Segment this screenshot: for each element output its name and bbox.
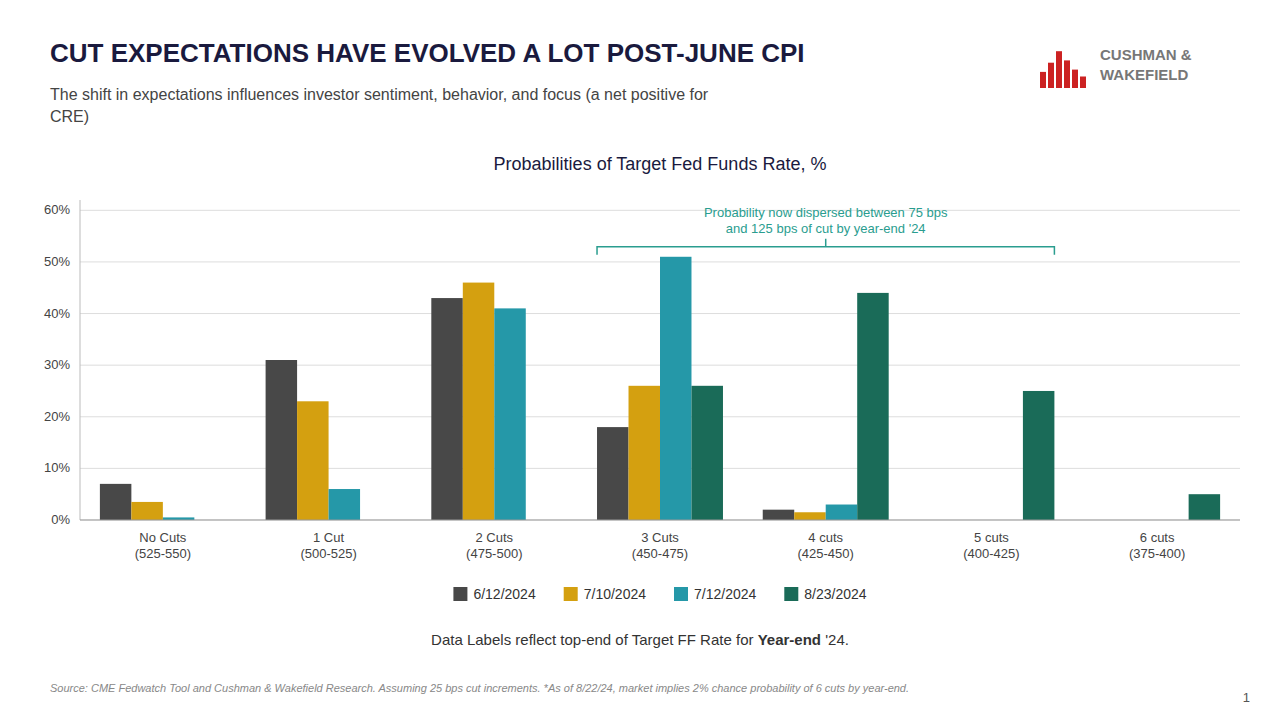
bar bbox=[494, 308, 525, 520]
note: Data Labels reflect top-end of Target FF… bbox=[431, 631, 849, 648]
text-line: No Cuts bbox=[139, 530, 186, 545]
legend-label: 6/12/2024 bbox=[473, 586, 535, 602]
x-axis-line bbox=[80, 520, 1240, 521]
text-line: WAKEFIELD bbox=[1100, 66, 1188, 83]
text-line: (525-550) bbox=[135, 546, 191, 561]
logo bbox=[1040, 51, 1086, 88]
legend: 6/12/2024 7/10/2024 7/12/2024 8/23/2024 bbox=[453, 586, 866, 602]
background bbox=[0, 0, 1280, 720]
note-part: '24. bbox=[821, 631, 849, 648]
logo-text: CUSHMAN & WAKEFIELD bbox=[1100, 46, 1192, 83]
text-line: (400-425) bbox=[963, 546, 1019, 561]
bar bbox=[763, 510, 794, 520]
bar bbox=[794, 512, 825, 520]
bar bbox=[691, 386, 722, 520]
text-line: (475-500) bbox=[466, 546, 522, 561]
bar bbox=[100, 484, 131, 520]
x-tick-label: 3 Cuts(450-475) bbox=[632, 530, 688, 561]
note-part: Year-end bbox=[758, 631, 821, 648]
x-tick-label: 6 cuts(375-400) bbox=[1129, 530, 1185, 561]
bar bbox=[329, 489, 360, 520]
logo-bar bbox=[1040, 72, 1046, 88]
note-part: Data Labels reflect top-end of Target FF… bbox=[431, 631, 758, 648]
y-tick-label: 40% bbox=[44, 306, 70, 321]
text-line: 6 cuts bbox=[1140, 530, 1175, 545]
y-axis-line bbox=[80, 200, 81, 520]
bar bbox=[597, 427, 628, 520]
bars bbox=[100, 257, 1220, 520]
chart-page: CUT EXPECTATIONS HAVE EVOLVED A LOT POST… bbox=[0, 0, 1280, 720]
grid-line bbox=[80, 520, 1240, 521]
logo-bar bbox=[1048, 63, 1054, 88]
text-line: (425-450) bbox=[798, 546, 854, 561]
x-tick-label: 5 cuts(400-425) bbox=[963, 530, 1019, 561]
page-number: 1 bbox=[1243, 690, 1250, 705]
legend-label: 7/12/2024 bbox=[694, 586, 756, 602]
bar bbox=[297, 401, 328, 520]
y-tick-label: 50% bbox=[44, 254, 70, 269]
chart-title: Probabilities of Target Fed Funds Rate, … bbox=[494, 154, 827, 174]
legend-swatch bbox=[453, 587, 467, 601]
y-tick-label: 60% bbox=[44, 202, 70, 217]
text-line: 2 Cuts bbox=[475, 530, 513, 545]
y-tick-label: 30% bbox=[44, 357, 70, 372]
x-tick-label: 2 Cuts(475-500) bbox=[466, 530, 522, 561]
text-line: 4 cuts bbox=[808, 530, 843, 545]
bar bbox=[1189, 494, 1220, 520]
y-tick-label: 10% bbox=[44, 460, 70, 475]
legend-label: 7/10/2024 bbox=[584, 586, 646, 602]
text-line: (450-475) bbox=[632, 546, 688, 561]
bar bbox=[266, 360, 297, 520]
footnote: Source: CME Fedwatch Tool and Cushman & … bbox=[50, 682, 909, 694]
text-line: (500-525) bbox=[300, 546, 356, 561]
logo-bar bbox=[1064, 60, 1070, 88]
text-line: and 125 bps of cut by year-end '24 bbox=[726, 221, 926, 236]
legend-swatch bbox=[674, 587, 688, 601]
text-line: 5 cuts bbox=[974, 530, 1009, 545]
logo-bar bbox=[1080, 77, 1086, 89]
y-tick-label: 20% bbox=[44, 409, 70, 424]
text-line: 3 Cuts bbox=[641, 530, 679, 545]
bar bbox=[463, 283, 494, 520]
text-line: Probability now dispersed between 75 bps bbox=[704, 205, 948, 220]
main-title: CUT EXPECTATIONS HAVE EVOLVED A LOT POST… bbox=[50, 38, 805, 68]
bar bbox=[1023, 391, 1054, 520]
legend-label: 8/23/2024 bbox=[804, 586, 866, 602]
bar bbox=[629, 386, 660, 520]
bar bbox=[131, 502, 162, 520]
bar bbox=[660, 257, 691, 520]
bar bbox=[826, 505, 857, 520]
subtitle: The shift in expectations influences inv… bbox=[50, 86, 709, 125]
text-line: 1 Cut bbox=[313, 530, 344, 545]
legend-swatch bbox=[564, 587, 578, 601]
text-line: CUSHMAN & bbox=[1100, 46, 1192, 63]
text-line: (375-400) bbox=[1129, 546, 1185, 561]
text-line: CRE) bbox=[50, 108, 89, 125]
bar bbox=[431, 298, 462, 520]
bar bbox=[857, 293, 888, 520]
annotation-text: Probability now dispersed between 75 bps… bbox=[704, 205, 948, 236]
y-tick-label: 0% bbox=[51, 512, 70, 527]
logo-bar bbox=[1072, 70, 1078, 88]
annotation-bracket bbox=[597, 239, 1054, 255]
x-tick-label: 4 cuts(425-450) bbox=[798, 530, 854, 561]
x-tick-label: No Cuts(525-550) bbox=[135, 530, 191, 561]
legend-swatch bbox=[784, 587, 798, 601]
text-line: The shift in expectations influences inv… bbox=[50, 86, 709, 103]
x-tick-label: 1 Cut(500-525) bbox=[300, 530, 356, 561]
grid-line bbox=[80, 210, 1240, 211]
logo-bar bbox=[1056, 51, 1062, 88]
